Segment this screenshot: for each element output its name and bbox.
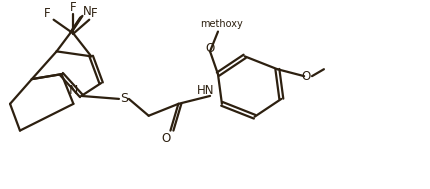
- Text: methoxy: methoxy: [200, 19, 243, 29]
- Text: F: F: [91, 7, 98, 20]
- Text: O: O: [162, 132, 171, 145]
- Text: N: N: [69, 84, 78, 98]
- Text: F: F: [44, 7, 51, 20]
- Text: O: O: [301, 70, 311, 83]
- Text: HN: HN: [197, 84, 215, 98]
- Text: F: F: [70, 1, 77, 14]
- Text: O: O: [206, 42, 215, 55]
- Text: S: S: [120, 92, 128, 105]
- Text: N: N: [83, 5, 92, 18]
